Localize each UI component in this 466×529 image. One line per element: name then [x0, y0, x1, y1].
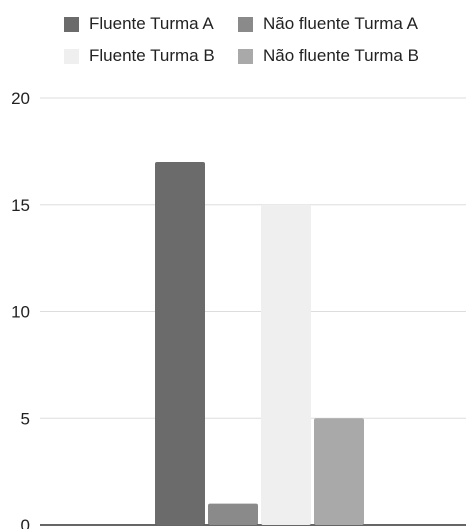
legend-swatch [64, 48, 79, 64]
y-tick-label: 20 [11, 89, 30, 108]
legend-label: Não fluente Turma A [263, 14, 418, 33]
legend-item-fluente-turma-b: Fluente Turma B [64, 46, 215, 66]
bar-n-o-fluente-turma-b [314, 418, 364, 525]
legend-swatch [64, 16, 79, 32]
legend-label: Fluente Turma A [89, 14, 214, 33]
bar-n-o-fluente-turma-a [208, 503, 258, 525]
y-tick-label: 5 [21, 409, 30, 428]
legend-label: Não fluente Turma B [263, 46, 419, 65]
y-tick-label: 10 [11, 303, 30, 322]
bar-fluente-turma-b [261, 204, 311, 525]
bar-fluente-turma-a [155, 162, 205, 526]
legend-swatch [238, 48, 253, 64]
legend: Fluente Turma A Não fluente Turma A Flue… [0, 0, 466, 80]
legend-item-nao-fluente-turma-b: Não fluente Turma B [238, 46, 419, 66]
legend-swatch [238, 16, 253, 32]
y-tick-label: 15 [11, 196, 30, 215]
legend-item-nao-fluente-turma-a: Não fluente Turma A [238, 14, 418, 34]
legend-label: Fluente Turma B [89, 46, 215, 65]
legend-item-fluente-turma-a: Fluente Turma A [64, 14, 214, 34]
y-tick-label: 0 [21, 516, 30, 529]
